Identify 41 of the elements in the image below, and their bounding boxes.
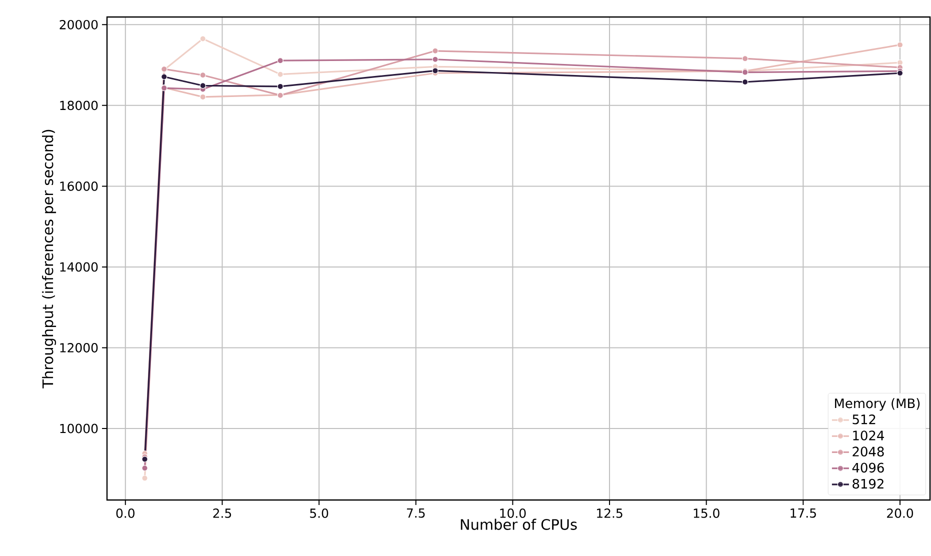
y-tick-label: 16000 — [60, 181, 98, 191]
point — [432, 56, 438, 62]
x-axis-title: Number of CPUs — [460, 518, 577, 530]
y-tick-label: 18000 — [60, 100, 98, 110]
x-tick-label: 2.5 — [213, 508, 232, 518]
point — [742, 55, 748, 62]
point — [142, 456, 148, 462]
legend-title: Memory (MB) — [835, 398, 920, 411]
point — [277, 83, 284, 90]
point — [200, 36, 206, 42]
point — [277, 71, 284, 78]
y-tick-label: 12000 — [60, 343, 98, 352]
legend-label: 512 — [852, 414, 876, 424]
legend-label: 4096 — [852, 462, 884, 473]
point — [142, 475, 148, 482]
y-axis-title: Throughput (inferences per second) — [42, 130, 56, 388]
point — [896, 42, 904, 48]
x-tick-label: 12.5 — [597, 508, 622, 518]
legend-label: 8192 — [852, 478, 884, 489]
x-tick-label: 5.0 — [310, 508, 328, 518]
point — [200, 94, 206, 100]
point — [200, 72, 206, 78]
legend-label: 2048 — [852, 446, 884, 456]
point — [432, 48, 438, 54]
y-tick-label: 20000 — [60, 20, 98, 30]
point — [277, 58, 284, 64]
point — [161, 74, 168, 80]
point — [432, 68, 438, 74]
x-tick-label: 0.0 — [116, 508, 134, 518]
y-tick-label: 14000 — [60, 262, 98, 272]
point — [142, 464, 148, 472]
legend-label: 1024 — [853, 430, 884, 440]
x-tick-label: 10.0 — [500, 508, 526, 518]
x-tick-label: 17.5 — [790, 508, 816, 518]
x-tick-label: 15.0 — [694, 508, 720, 518]
x-tick-label: 20.0 — [887, 508, 914, 518]
point — [896, 60, 904, 66]
y-tick-label: 10000 — [60, 424, 98, 434]
point — [742, 78, 748, 86]
x-tick-label: 7.5 — [406, 508, 425, 518]
point — [200, 82, 206, 89]
